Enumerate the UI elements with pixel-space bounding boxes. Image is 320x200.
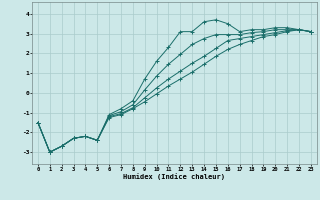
X-axis label: Humidex (Indice chaleur): Humidex (Indice chaleur) bbox=[124, 173, 225, 180]
